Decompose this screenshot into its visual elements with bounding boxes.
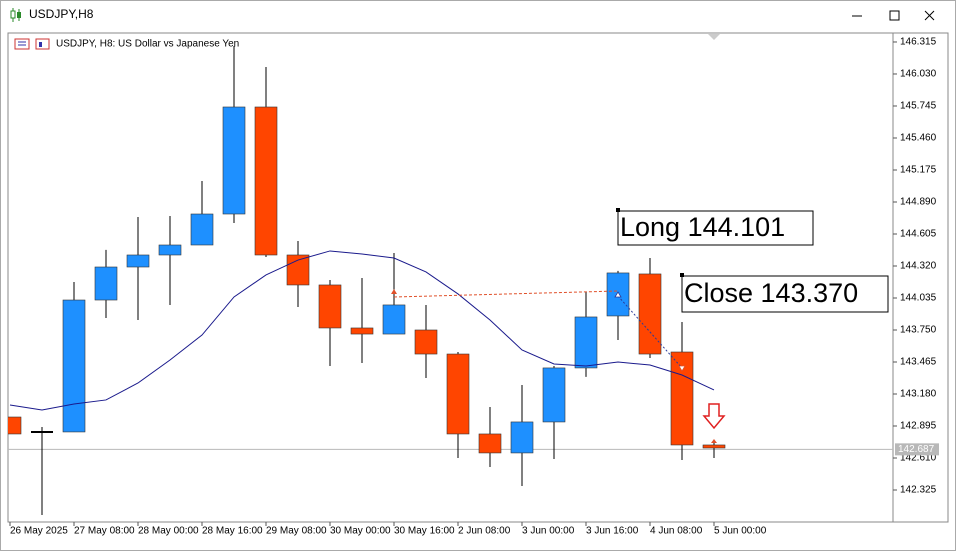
- app-icon: [10, 8, 21, 22]
- candle-body: [190, 213, 214, 246]
- candle-body: [222, 106, 246, 215]
- y-tick-label: 145.745: [900, 101, 937, 112]
- x-tick-label: 27 May 08:00: [74, 526, 135, 537]
- candle-body: [478, 433, 502, 454]
- y-tick-label: 143.465: [900, 357, 937, 368]
- annotation-text: Close 143.370: [684, 278, 858, 308]
- shift-marker: [708, 34, 720, 40]
- close-button[interactable]: [924, 10, 935, 21]
- candle-body: [126, 254, 150, 268]
- current-price-box: [895, 443, 939, 456]
- x-tick-label: 3 Jun 00:00: [522, 526, 575, 537]
- annotation-text: Long 144.101: [620, 212, 785, 242]
- candle-body: [8, 416, 22, 435]
- x-tick-label: 28 May 00:00: [138, 526, 199, 537]
- y-tick-label: 143.750: [900, 325, 937, 336]
- x-tick-label: 29 May 08:00: [266, 526, 327, 537]
- y-tick-label: 144.890: [900, 197, 937, 208]
- maximize-button[interactable]: [889, 10, 900, 21]
- x-tick-label: 30 May 00:00: [330, 526, 391, 537]
- candle-body: [158, 244, 182, 256]
- x-tick-label: 2 Jun 08:00: [458, 526, 511, 537]
- candle-body: [542, 367, 566, 423]
- y-tick-label: 144.320: [900, 261, 937, 272]
- candle-body: [350, 327, 374, 335]
- candle-body: [94, 266, 118, 301]
- candle-body: [414, 329, 438, 355]
- title-bar: [1, 1, 955, 30]
- candle-body: [638, 273, 662, 355]
- x-tick-label: 5 Jun 00:00: [714, 526, 767, 537]
- candle-body: [62, 299, 86, 433]
- axes: 146.315 146.030 145.745 145.460 145.175 144.8…: [9, 37, 939, 537]
- header-icons: [14, 38, 50, 50]
- y-tick-label: 146.030: [900, 69, 937, 80]
- window-title: USDJPY,H8: [29, 7, 94, 21]
- y-tick-label: 142.325: [900, 485, 937, 496]
- candle-body: [254, 106, 278, 256]
- y-tick-label: 143.180: [900, 389, 937, 400]
- chart-title: USDJPY, H8: US Dollar vs Japanese Yen: [56, 39, 239, 50]
- x-tick-label: 28 May 16:00: [202, 526, 263, 537]
- current-price-label: 142.687: [898, 444, 935, 455]
- x-tick-label: 30 May 16:00: [394, 526, 455, 537]
- candle-body: [702, 444, 726, 449]
- y-tick-label: 144.605: [900, 229, 937, 240]
- candle-body: [446, 353, 470, 435]
- y-tick-label: 142.610: [900, 453, 937, 464]
- x-tick-label: 26 May 2025: [10, 526, 68, 537]
- trade-markers: [391, 289, 726, 443]
- annotation-long: Long 144.101: [616, 208, 814, 246]
- candle-body: [286, 254, 310, 286]
- candle-body: [574, 316, 598, 369]
- y-tick-label: 145.175: [900, 165, 937, 176]
- candle-body: [670, 351, 694, 446]
- chart-frame: [7, 32, 949, 523]
- annotation-close: Close 143.370: [680, 273, 889, 313]
- candle-body: [318, 284, 342, 329]
- y-tick-label: 144.035: [900, 293, 937, 304]
- x-tick-label: 4 Jun 08:00: [650, 526, 703, 537]
- x-tick-label: 3 Jun 16:00: [586, 526, 639, 537]
- y-tick-label: 146.315: [900, 37, 937, 48]
- candle-body: [382, 304, 406, 335]
- moving-average-line: [9, 250, 715, 411]
- candle-body: [510, 421, 534, 454]
- y-tick-label: 145.460: [900, 133, 937, 144]
- y-tick-label: 142.895: [900, 421, 937, 432]
